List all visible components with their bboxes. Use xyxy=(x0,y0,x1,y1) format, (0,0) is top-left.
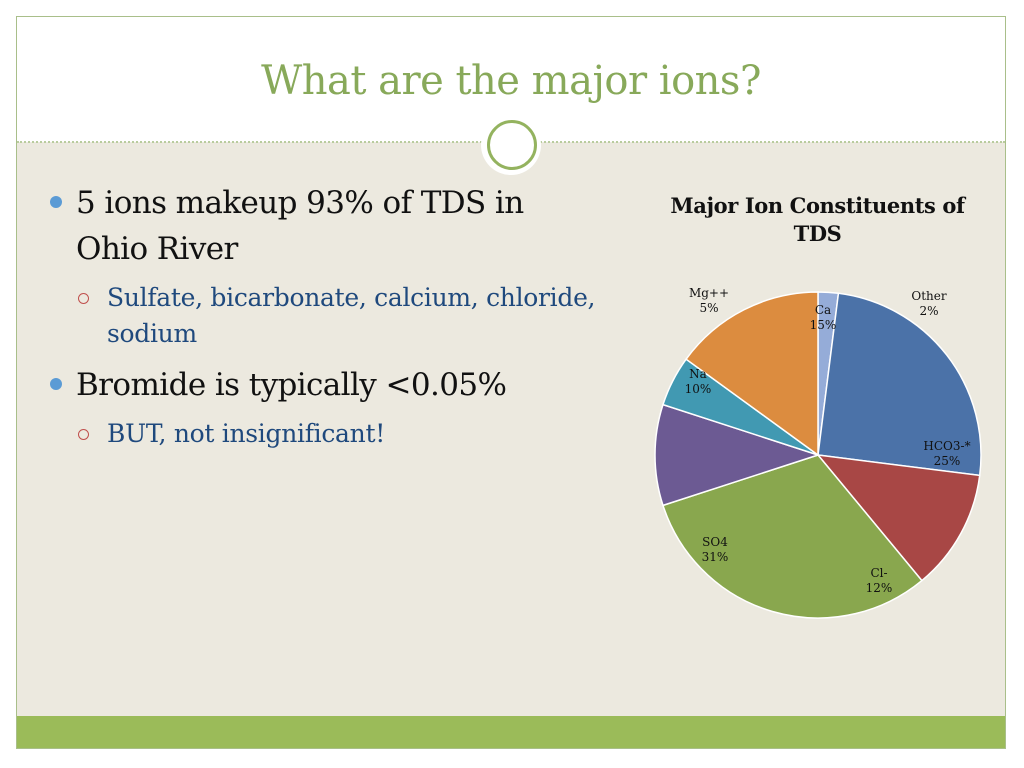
pie-data-label: Ca 15% xyxy=(810,303,837,332)
pie-data-label: HCO3-* 25% xyxy=(923,439,970,468)
sub-bullet-item: BUT, not insignificant! xyxy=(44,416,604,452)
bullet-text: Bromide is typically <0.05% xyxy=(76,367,507,403)
sub-bullet-text: BUT, not insignificant! xyxy=(107,419,385,448)
slide-title: What are the major ions? xyxy=(261,58,761,104)
bullet-item: 5 ions makeup 93% of TDS in Ohio River xyxy=(44,180,604,272)
pie-data-label: SO4 31% xyxy=(702,535,729,564)
bullet-item: Bromide is typically <0.05% xyxy=(44,362,604,408)
sub-bullet-item: Sulfate, bicarbonate, calcium, chloride,… xyxy=(44,280,604,352)
pie-data-label: Cl-12% xyxy=(866,566,893,595)
bullet-dot-icon xyxy=(50,378,62,390)
bullet-list: 5 ions makeup 93% of TDS in Ohio River S… xyxy=(44,180,604,452)
pie-slice-hco3 xyxy=(817,292,982,477)
pie-slice-na xyxy=(654,403,821,507)
chart-title: Major Ion Constituents of TDS xyxy=(670,193,965,246)
bullet-dot-icon xyxy=(50,196,62,208)
sub-bullet-ring-icon xyxy=(78,293,89,304)
sub-bullet-ring-icon xyxy=(78,429,89,440)
footer-accent-bar xyxy=(17,716,1005,748)
pie-data-label: Na 10% xyxy=(685,367,712,396)
pie-slice-cl xyxy=(816,454,981,582)
sub-bullet-text: Sulfate, bicarbonate, calcium, chloride,… xyxy=(107,283,596,348)
pie-data-label: Mg++ 5% xyxy=(689,286,729,315)
bullet-text: 5 ions makeup 93% of TDS in Ohio River xyxy=(76,185,524,267)
ornament-ring xyxy=(487,120,537,170)
pie-data-label: Other 2% xyxy=(911,289,946,318)
pie-slice-so4 xyxy=(662,454,923,619)
pie-slice-ca xyxy=(685,291,819,457)
